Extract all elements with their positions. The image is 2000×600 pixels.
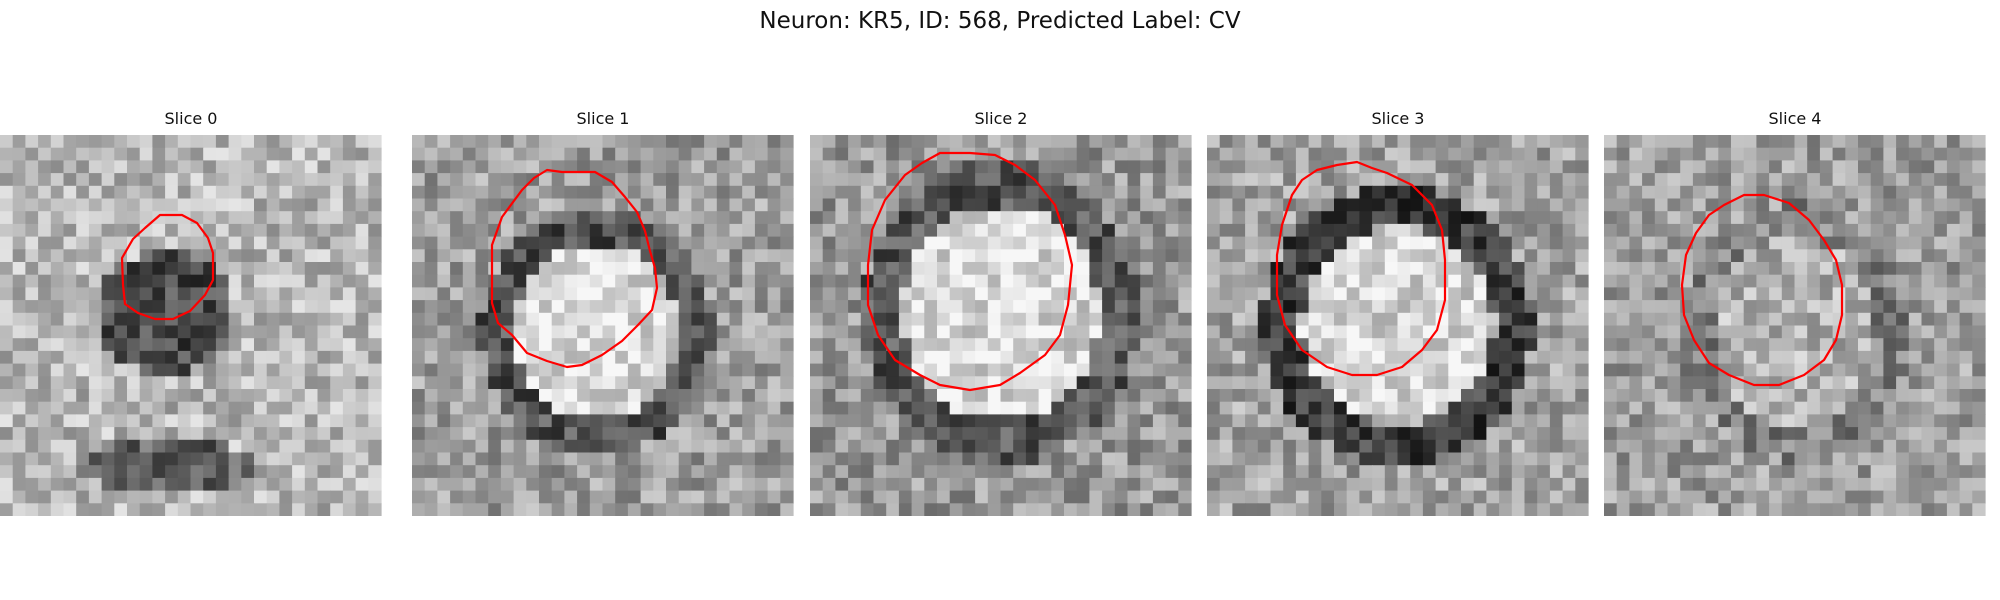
figure-title: Neuron: KR5, ID: 568, Predicted Label: C… [759,8,1241,34]
em-texture [1207,135,1589,516]
slice-image-3 [1207,135,1589,516]
segmentation-contour [866,151,1074,392]
slice-image-1 [412,135,794,516]
slice-title-2: Slice 2 [974,109,1028,128]
slice-panel-4: Slice 4 [1604,109,1986,516]
em-texture [810,135,1192,516]
slice-panel-2: Slice 2 [810,109,1192,516]
slice-image-0 [0,135,382,516]
segmentation-contour [490,168,659,369]
em-texture [412,135,794,516]
slice-title-3: Slice 3 [1371,109,1425,128]
slice-panel-3: Slice 3 [1207,109,1589,516]
slice-image-4 [1604,135,1986,516]
segmentation-contour [1275,160,1447,377]
em-texture [0,135,382,516]
segmentation-contour [120,213,215,321]
slice-panel-0: Slice 0 [0,109,382,516]
slice-title-1: Slice 1 [576,109,630,128]
slice-image-2 [810,135,1192,516]
slice-title-4: Slice 4 [1768,109,1822,128]
segmentation-contour [1680,193,1844,387]
slice-title-0: Slice 0 [164,109,218,128]
slice-panel-1: Slice 1 [412,109,794,516]
em-texture [1604,135,1986,516]
